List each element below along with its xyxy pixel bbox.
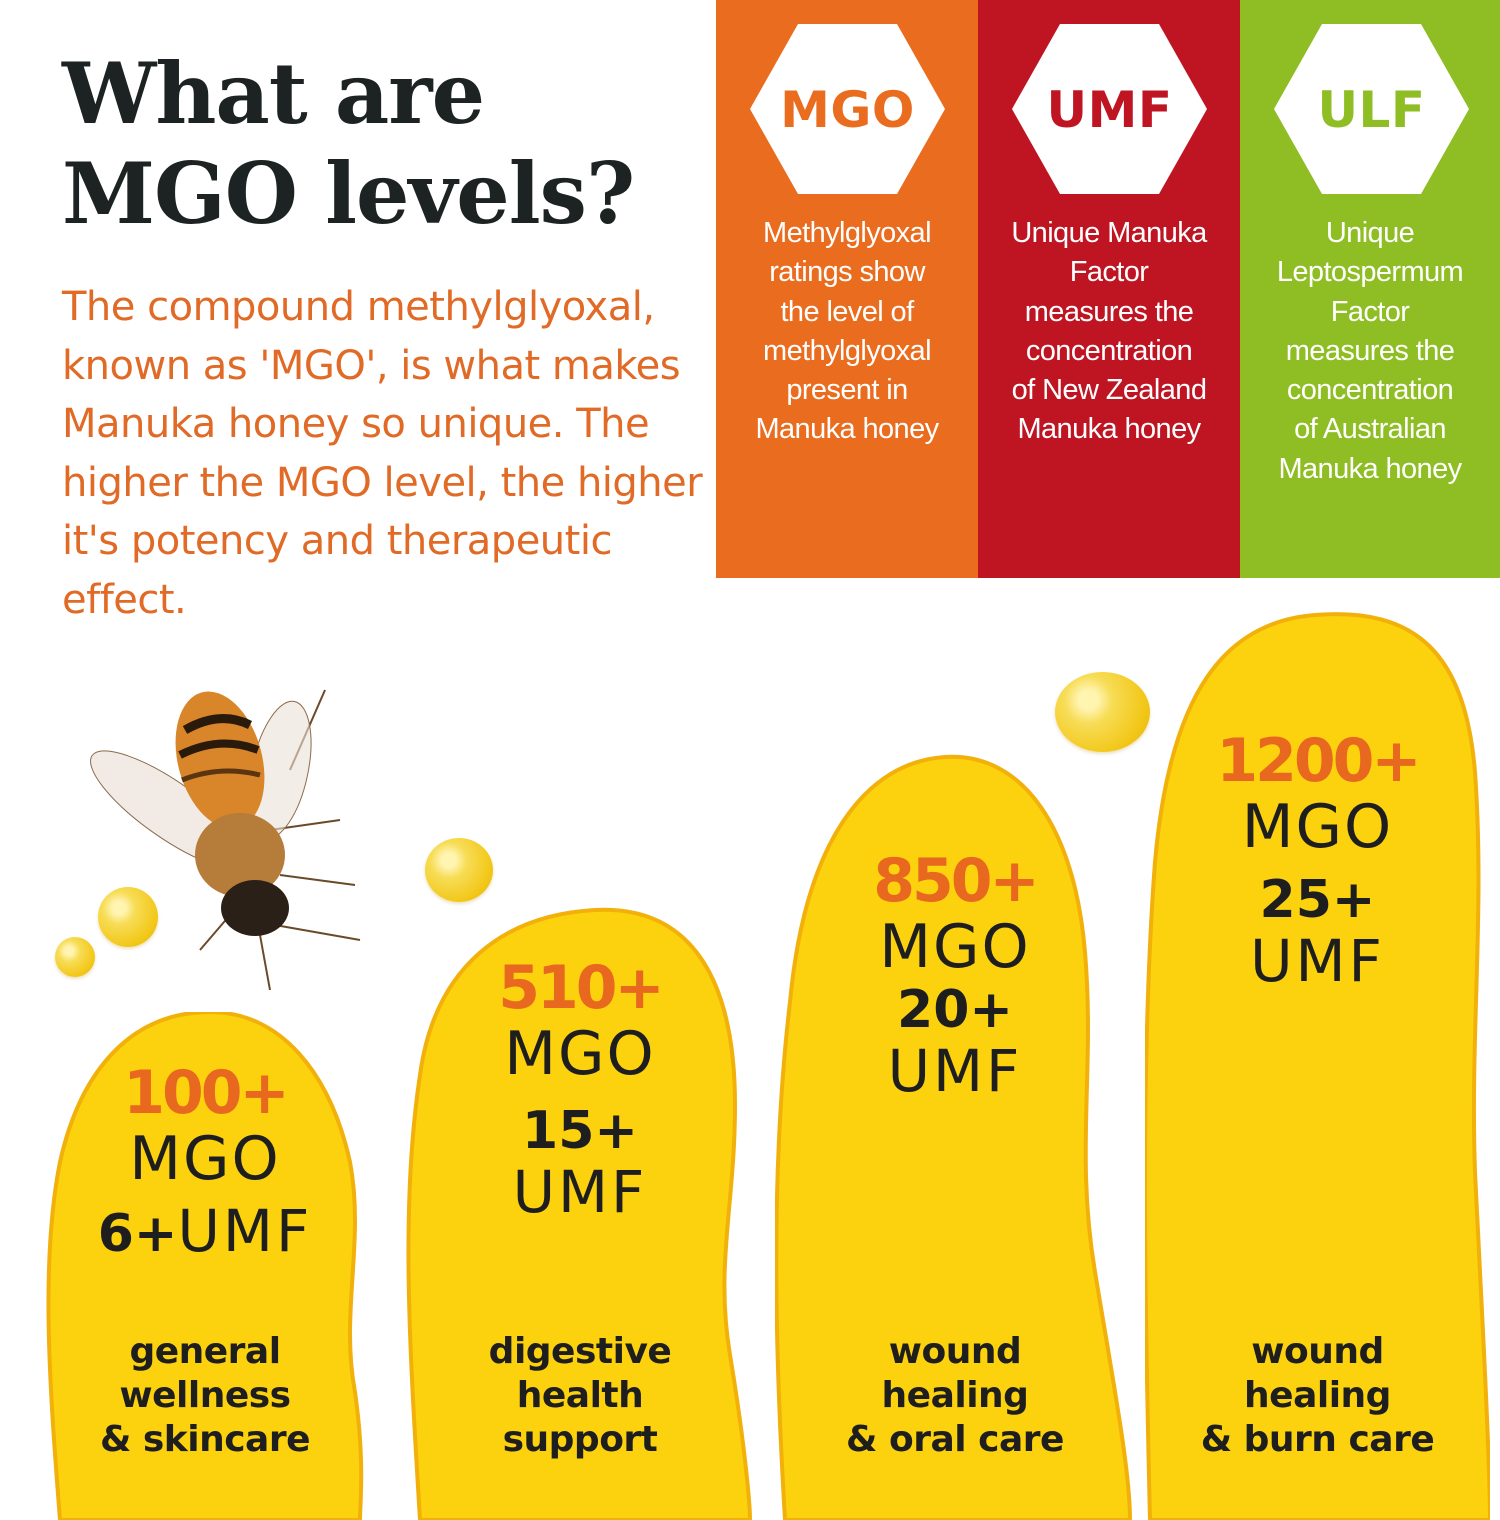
honey-level-100: 100+ MGO 6+UMF general wellness & skinca… (40, 1012, 370, 1520)
hexagon-icon: UMF (1012, 24, 1207, 194)
panel-mgo: MGO Methylglyoxal ratings show the level… (716, 0, 978, 578)
honey-use: wound healing & oral care (846, 1331, 1064, 1460)
mgo-value: 850+ (873, 846, 1040, 916)
umf-unit: UMF (512, 1158, 648, 1226)
umf-value: 15+ (522, 1101, 638, 1161)
panel-description: Methylglyoxal ratings show the level of … (755, 217, 939, 446)
honey-drop (425, 838, 493, 902)
panel-label: UMF (1046, 81, 1173, 139)
umf-value: 25+ (1259, 870, 1376, 930)
mgo-unit: MGO (504, 1019, 656, 1089)
honey-drop (55, 937, 95, 977)
panel-ulf: ULF Unique Leptospermum Factor measures … (1240, 0, 1500, 578)
hexagon-icon: MGO (750, 24, 945, 194)
honey-use: general wellness & skincare (99, 1331, 311, 1460)
honey-level-850: 850+ MGO 20+ UMF wound healing & oral ca… (775, 752, 1135, 1520)
mgo-value: 100+ (123, 1058, 290, 1128)
page-title: What are MGO levels? (62, 44, 635, 244)
honey-use: digestive health support (488, 1331, 672, 1460)
bee-illustration (80, 680, 380, 991)
mgo-unit: MGO (879, 912, 1031, 982)
panel-description: Unique Manuka Factor measures the concen… (1011, 217, 1207, 446)
panel-label: MGO (780, 81, 915, 139)
umf-value: 6+ (97, 1204, 178, 1264)
umf-unit: UMF (887, 1037, 1023, 1105)
honey-level-1200: 1200+ MGO 25+ UMF wound healing & burn c… (1145, 612, 1490, 1520)
mgo-unit: MGO (1241, 792, 1394, 862)
hexagon-icon: ULF (1274, 24, 1469, 194)
umf-unit: UMF (177, 1197, 313, 1265)
umf-unit: UMF (1250, 927, 1385, 995)
mgo-value: 1200+ (1216, 726, 1421, 796)
honey-drop (98, 887, 158, 947)
panel-label: ULF (1317, 81, 1426, 139)
honey-drop (1055, 672, 1150, 752)
title-line-2: MGO levels? (62, 144, 635, 243)
panel-description: Unique Leptospermum Factor measures the … (1276, 217, 1464, 485)
title-line-1: What are (62, 44, 485, 143)
panel-umf: UMF Unique Manuka Factor measures the co… (978, 0, 1240, 578)
honey-level-510: 510+ MGO 15+ UMF digestive health suppor… (405, 905, 755, 1520)
honey-use: wound healing & burn care (1200, 1331, 1435, 1460)
intro-paragraph: The compound methylglyoxal, known as 'MG… (62, 284, 703, 623)
umf-value: 20+ (897, 980, 1013, 1040)
mgo-value: 510+ (498, 953, 665, 1023)
mgo-unit: MGO (129, 1124, 281, 1194)
